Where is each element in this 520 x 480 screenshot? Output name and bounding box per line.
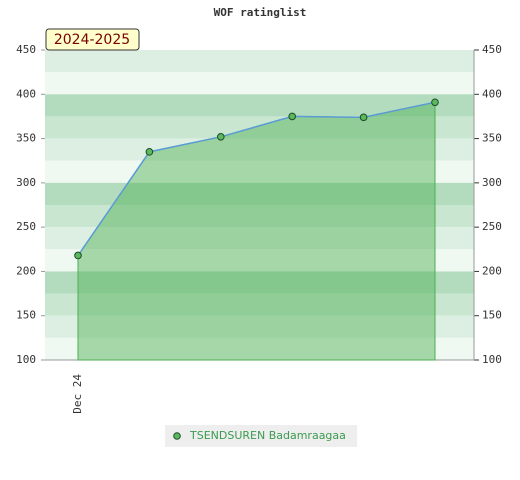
band — [45, 94, 474, 117]
y2-tick-label: 300 — [482, 176, 502, 189]
y2-tick-label: 350 — [482, 132, 502, 145]
line — [77, 101, 436, 256]
point — [217, 133, 225, 141]
band — [45, 116, 474, 139]
band — [45, 50, 474, 73]
y2-tick-label: 450 — [482, 43, 502, 56]
y-tick-label: 150 — [16, 309, 36, 322]
y2-tick-label: 250 — [482, 220, 502, 233]
season-label: 2024-2025 — [54, 32, 130, 48]
band — [45, 293, 474, 316]
y2-tick-label: 100 — [482, 353, 502, 366]
band — [45, 271, 474, 294]
band — [45, 182, 474, 205]
y-tick-label: 200 — [16, 264, 36, 277]
y2-tick-label: 400 — [482, 87, 502, 100]
point — [288, 112, 297, 121]
legend-label: TSENDSUREN Badamraagaa — [189, 429, 346, 442]
band — [45, 315, 474, 338]
point — [359, 113, 368, 122]
legend-marker — [173, 432, 181, 440]
y2-tick-label: 150 — [482, 309, 502, 322]
point — [431, 98, 439, 107]
y-tick-label: 350 — [16, 132, 36, 145]
x-tick-label: Dec 24 — [71, 374, 84, 414]
band — [45, 72, 474, 95]
legend-box — [165, 425, 357, 447]
y-tick-label: 450 — [16, 43, 36, 56]
band — [45, 138, 474, 161]
point — [145, 148, 154, 156]
band — [45, 160, 474, 183]
chart-title: WOF ratinglist — [214, 6, 307, 19]
point — [74, 251, 82, 260]
band — [45, 337, 474, 360]
band — [45, 249, 474, 272]
band — [45, 205, 474, 228]
y-tick-label: 400 — [16, 87, 36, 100]
y-tick-label: 300 — [16, 176, 36, 189]
band — [45, 227, 474, 250]
y-tick-label: 100 — [16, 353, 36, 366]
y-tick-label: 250 — [16, 220, 36, 233]
season-box — [45, 28, 140, 51]
y2-tick-label: 200 — [482, 264, 502, 277]
